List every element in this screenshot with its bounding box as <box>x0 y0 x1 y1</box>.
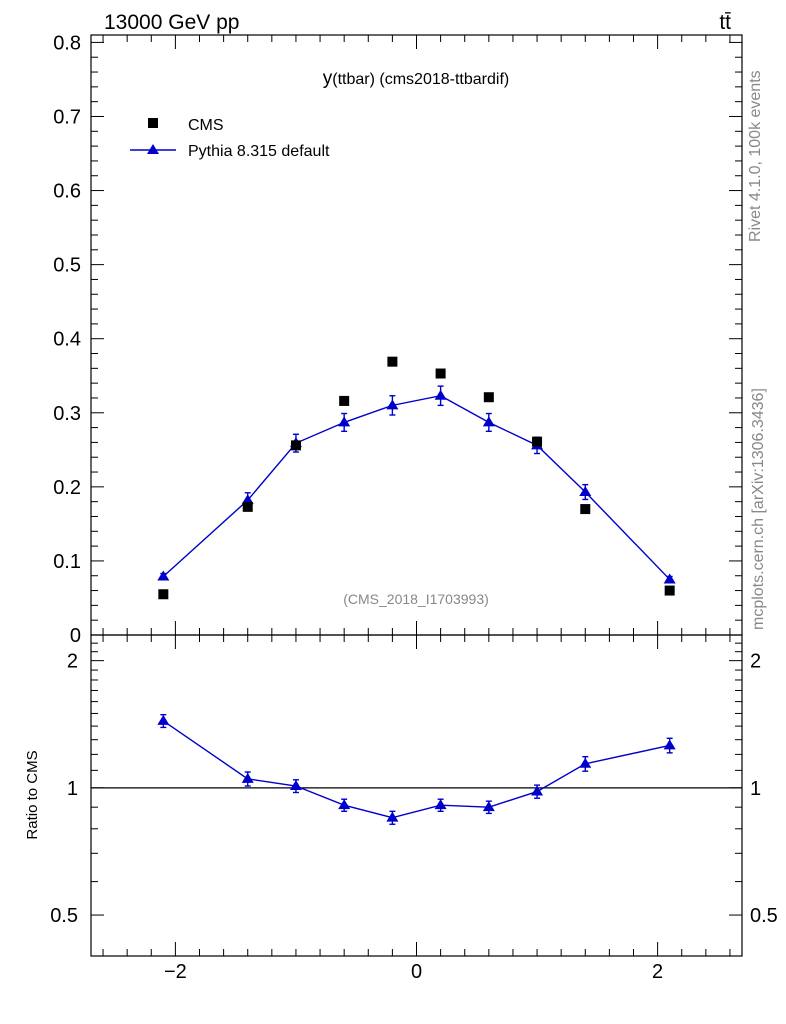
ratio-point <box>482 801 495 812</box>
main-y-tick-label: 0.4 <box>53 329 81 351</box>
mc-point <box>434 389 447 400</box>
ratio-point <box>241 772 254 783</box>
ratio-point <box>157 714 170 725</box>
cms-point <box>290 440 301 451</box>
mcplots-label: mcplots.cern.ch [arXiv:1306.3436] <box>750 388 767 630</box>
cms-point <box>435 368 446 379</box>
legend-cms-label: CMS <box>188 117 224 134</box>
main-data <box>157 356 676 600</box>
ratio-y-tick-label-right: 2 <box>750 651 761 673</box>
cms-point <box>580 504 591 515</box>
ratio-point <box>434 799 447 810</box>
main-y-tick-label: 0.2 <box>53 477 81 499</box>
ratio-point <box>338 799 351 810</box>
main-y-tick-label: 0.5 <box>53 255 81 277</box>
ratio-y-axis-label: Ratio to CMS <box>24 750 41 839</box>
mc-point <box>386 399 399 410</box>
main-y-tick-labels: 0.1 0.2 0.3 0.4 0.5 0.6 0.7 0.8 0 <box>53 32 81 647</box>
ratio-point <box>579 757 592 768</box>
plot-title: y(ttbar) (cms2018-ttbardif) <box>323 68 509 89</box>
main-panel: 0.1 0.2 0.3 0.4 0.5 0.6 0.7 0.8 0 y(ttbar) (cms2… <box>53 32 743 647</box>
cms-point <box>158 589 169 600</box>
mc-point <box>241 494 254 505</box>
cms-point <box>242 501 253 512</box>
ratio-y-tick-label-right: 0.5 <box>750 905 778 927</box>
ratio-point <box>663 739 676 750</box>
cms-point <box>339 395 350 406</box>
ratio-curve <box>162 720 670 819</box>
ratio-point <box>386 811 399 822</box>
main-y-tick-label-zero: 0 <box>70 625 81 647</box>
ratio-point <box>289 780 302 791</box>
x-tick-labels: −2 0 2 <box>164 961 663 983</box>
main-y-tick-label: 0.3 <box>53 403 81 425</box>
mc-point <box>663 573 676 584</box>
mc-curve <box>162 395 671 580</box>
header-process-label: tt̄ <box>719 11 731 34</box>
main-y-tick-label: 0.1 <box>53 551 81 573</box>
main-ticks <box>91 35 742 636</box>
plot-title-prefix: y <box>323 68 333 89</box>
ratio-ticks <box>91 634 742 957</box>
ratio-y-tick-label-left: 2 <box>67 651 78 673</box>
header-energy-label: 13000 GeV pp <box>104 11 239 34</box>
legend-mc-label: Pythia 8.315 default <box>188 143 330 160</box>
mc-point <box>482 416 495 427</box>
mc-point <box>579 486 592 497</box>
ratio-y-tick-label-right: 1 <box>750 778 761 800</box>
mc-point <box>157 570 170 581</box>
ratio-y-tick-label-left: 0.5 <box>50 905 78 927</box>
ratio-y-tick-labels: 0.5 0.5 1 1 2 2 <box>50 651 778 927</box>
cms-point <box>387 356 398 367</box>
cms-point <box>532 436 543 447</box>
x-tick-label: 2 <box>652 961 663 983</box>
legend-cms-marker <box>148 118 158 128</box>
mc-point <box>338 416 351 427</box>
ratio-y-tick-label-left: 1 <box>67 778 78 800</box>
main-y-tick-label: 0.6 <box>53 181 81 203</box>
rivet-version-label: Rivet 4.1.0, 100k events <box>747 70 764 242</box>
analysis-watermark: (CMS_2018_I1703993) <box>343 591 489 607</box>
legend-mc-marker <box>147 144 159 154</box>
legend: CMS Pythia 8.315 default <box>130 117 330 160</box>
ratio-point <box>531 785 544 796</box>
plot-title-rest: (ttbar) (cms2018-ttbardif) <box>332 71 509 88</box>
cms-point <box>483 392 494 403</box>
x-tick-label: −2 <box>164 961 187 983</box>
main-y-tick-label: 0.8 <box>53 32 81 54</box>
cms-point <box>664 585 675 596</box>
ratio-frame <box>90 634 743 957</box>
x-tick-label: 0 <box>411 961 422 983</box>
ratio-data <box>91 713 742 825</box>
main-y-tick-label: 0.7 <box>53 106 81 128</box>
ratio-panel: 0.5 0.5 1 1 2 2 −2 0 2 Ratio to CMS <box>24 634 778 983</box>
